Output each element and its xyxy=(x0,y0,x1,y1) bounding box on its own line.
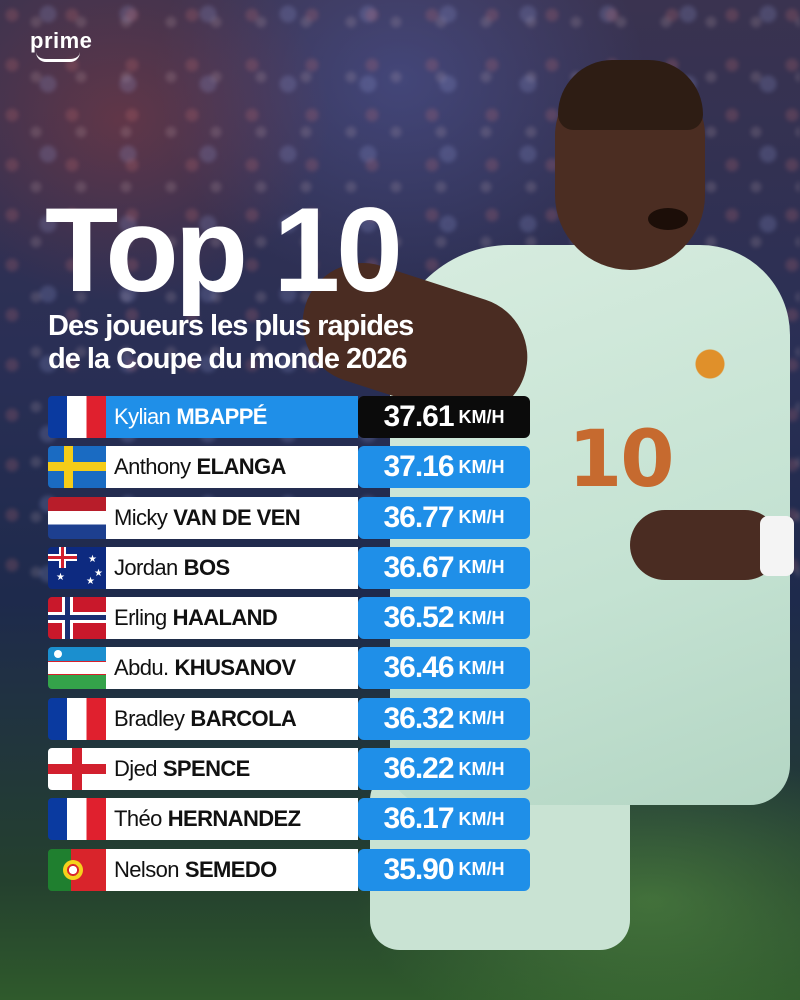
speed-value: 36.67 xyxy=(383,550,454,584)
player-name: Micky VAN DE VEN xyxy=(106,496,358,539)
france-flag-icon xyxy=(48,798,106,841)
player-first-name: Djed xyxy=(114,756,157,782)
ranking-row: Abdu. KHUSANOV 36.46 KM/H xyxy=(48,647,532,690)
player-last-name: HERNANDEZ xyxy=(167,806,301,832)
smile-arrow-icon xyxy=(36,52,80,62)
speed-value: 36.22 xyxy=(383,752,454,786)
player-last-name: VAN DE VEN xyxy=(173,504,301,530)
speed-unit: KM/H xyxy=(458,657,505,678)
speed-unit: KM/H xyxy=(458,406,505,427)
speed-badge: 36.17 KM/H xyxy=(358,798,530,841)
player-name: Théo HERNANDEZ xyxy=(106,798,358,841)
speed-badge: 36.77 KM/H xyxy=(358,496,530,539)
england-flag-icon xyxy=(48,748,106,791)
player-last-name: KHUSANOV xyxy=(174,655,297,681)
speed-value: 35.90 xyxy=(383,852,454,886)
speed-badge: 36.32 KM/H xyxy=(358,697,530,740)
speed-unit: KM/H xyxy=(458,456,505,477)
player-name: Nelson SEMEDO xyxy=(106,848,358,891)
player-last-name: MBAPPÉ xyxy=(176,404,267,429)
sweden-flag-icon xyxy=(48,446,106,489)
speed-badge: 35.90 KM/H xyxy=(358,848,530,891)
player-last-name: SPENCE xyxy=(162,756,250,782)
player-last-name: HAALAND xyxy=(172,605,278,631)
speed-unit: KM/H xyxy=(458,708,505,729)
norway-flag-icon xyxy=(48,597,106,640)
shirt-number: 10 xyxy=(568,415,675,505)
player-mouth xyxy=(648,208,688,230)
player-name: Abdu. KHUSANOV xyxy=(106,647,358,690)
player-first-name: Nelson xyxy=(114,856,179,882)
player-name: Bradley BARCOLA xyxy=(106,697,358,740)
speed-badge: 36.46 KM/H xyxy=(358,647,530,690)
player-first-name: Erling xyxy=(114,605,167,631)
speed-unit: KM/H xyxy=(458,557,505,578)
player-hand xyxy=(630,510,780,580)
subtitle-line-1: Des joueurs les plus rapides xyxy=(48,310,414,342)
speed-unit: KM/H xyxy=(458,859,505,880)
player-name: Anthony ELANGA xyxy=(106,446,358,489)
speed-badge: 36.67 KM/H xyxy=(358,546,530,589)
speed-value: 36.32 xyxy=(383,701,454,735)
player-hair xyxy=(558,60,703,130)
player-first-name: Bradley xyxy=(114,705,185,731)
ranking-row: Djed SPENCE 36.22 KM/H xyxy=(48,748,532,791)
page-subtitle: Des joueurs les plus rapides de la Coupe… xyxy=(48,310,468,377)
player-name: Erling HAALAND xyxy=(106,597,358,640)
ranking-row: ★ ★ ★ ★ Jordan BOS 36.67 KM/H xyxy=(48,546,532,589)
ranking-row: Bradley BARCOLA 36.32 KM/H xyxy=(48,697,532,740)
ranking-row: Erling HAALAND 36.52 KM/H xyxy=(48,597,532,640)
player-name: Jordan BOS xyxy=(106,546,358,589)
speed-badge: 37.16 KM/H xyxy=(358,446,530,489)
netherlands-flag-icon xyxy=(48,496,106,539)
speed-unit: KM/H xyxy=(458,507,505,528)
speed-value: 36.77 xyxy=(383,500,454,534)
player-last-name: SEMEDO xyxy=(184,856,277,882)
player-first-name: Jordan xyxy=(114,554,178,580)
speed-unit: KM/H xyxy=(458,808,505,829)
speed-unit: KM/H xyxy=(458,758,505,779)
france-flag-icon xyxy=(48,396,106,438)
speed-badge: 37.61 KM/H xyxy=(358,396,530,438)
player-last-name: BOS xyxy=(183,554,230,580)
page-title: Top 10 xyxy=(45,183,403,317)
speed-badge: 36.52 KM/H xyxy=(358,597,530,640)
player-last-name: ELANGA xyxy=(196,454,287,480)
ranking-list: Kylian MBAPPÉ 37.61 KM/H Anthony ELANGA 37.16 K… xyxy=(48,396,532,899)
player-name: Kylian MBAPPÉ xyxy=(106,396,358,438)
player-first-name: Abdu. xyxy=(114,655,169,681)
speed-badge: 36.22 KM/H xyxy=(358,748,530,791)
prime-logo: prime xyxy=(30,28,92,62)
player-first-name: Micky xyxy=(114,504,168,530)
ranking-row: Micky VAN DE VEN 36.77 KM/H xyxy=(48,496,532,539)
player-first-name: Théo xyxy=(114,806,162,832)
subtitle-line-2: de la Coupe du monde 2026 xyxy=(48,343,408,376)
speed-value: 36.17 xyxy=(383,802,454,836)
player-first-name: Anthony xyxy=(114,454,191,480)
speed-value: 37.61 xyxy=(383,400,454,433)
speed-value: 36.46 xyxy=(383,651,454,685)
player-name: Djed SPENCE xyxy=(106,748,358,791)
player-last-name: BARCOLA xyxy=(190,705,297,731)
brand-name: prime xyxy=(30,28,93,53)
australia-flag-icon: ★ ★ ★ ★ xyxy=(48,546,106,589)
player-first-name: Kylian xyxy=(114,404,171,429)
rooster-crest-icon xyxy=(685,340,735,400)
uzbekistan-flag-icon xyxy=(48,647,106,690)
speed-unit: KM/H xyxy=(458,607,505,628)
france-flag-icon xyxy=(48,697,106,740)
speed-value: 36.52 xyxy=(383,601,454,635)
player-wristband xyxy=(760,516,794,576)
ranking-row: Kylian MBAPPÉ 37.61 KM/H xyxy=(48,396,532,438)
portugal-flag-icon xyxy=(48,848,106,891)
ranking-row: Anthony ELANGA 37.16 KM/H xyxy=(48,446,532,489)
speed-value: 37.16 xyxy=(383,450,454,484)
ranking-row: Nelson SEMEDO 35.90 KM/H xyxy=(48,848,532,891)
ranking-row: Théo HERNANDEZ 36.17 KM/H xyxy=(48,798,532,841)
